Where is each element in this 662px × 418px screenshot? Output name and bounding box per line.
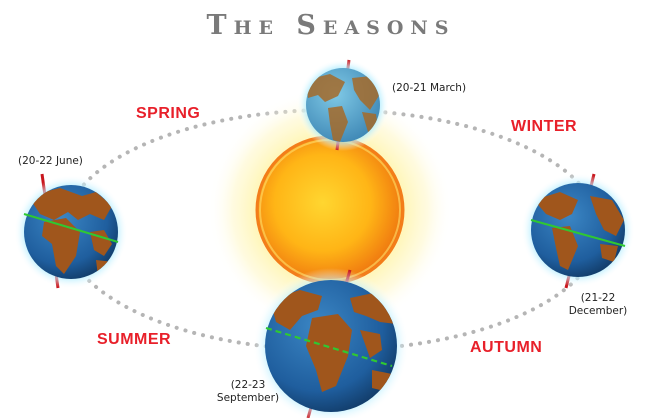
earth-september (253, 268, 409, 418)
date-label-june: (20-22 June) (18, 155, 83, 167)
season-label-autumn: AUTUMN (470, 339, 543, 356)
season-label-winter: WINTER (511, 118, 578, 135)
date-label-december-line1: (21-22 (580, 292, 616, 304)
season-label-spring: SPRING (136, 105, 201, 122)
earth-june (14, 173, 128, 289)
date-label-september-line2: September) (216, 392, 280, 404)
diagram-title: The Seasons (206, 10, 456, 41)
date-label-march: (20-21 March) (392, 82, 467, 94)
date-label-september-line1: (22-23 (230, 379, 266, 391)
date-label-september: (22-23 September) (210, 379, 286, 405)
date-label-december: (21-22 December) (560, 292, 636, 318)
earth-december (521, 173, 635, 289)
earth-march (297, 59, 389, 151)
date-label-december-line2: December) (568, 305, 628, 317)
season-label-summer: SUMMER (97, 331, 172, 348)
